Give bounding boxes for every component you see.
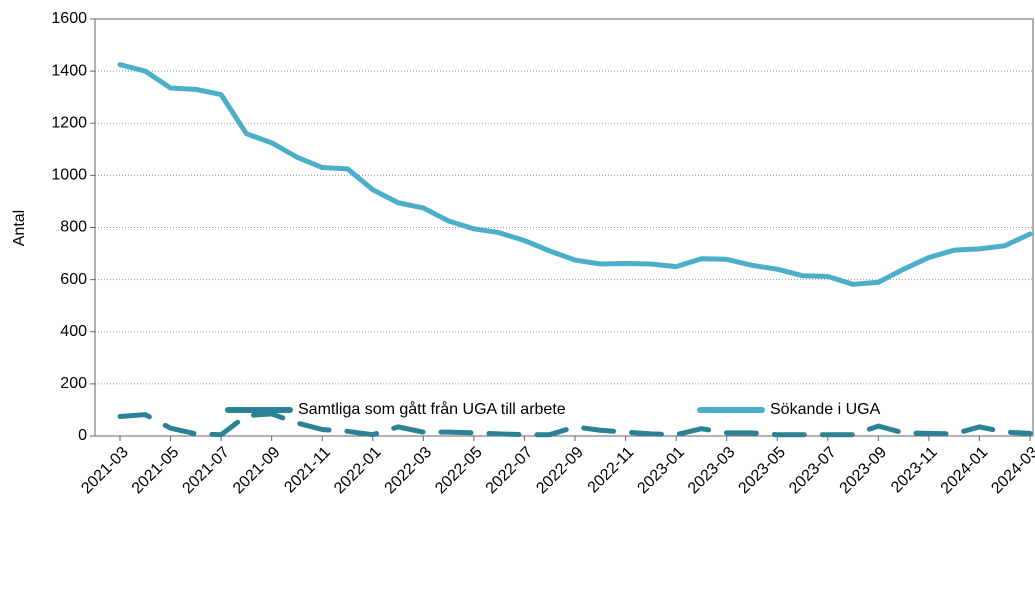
y-tick-label: 1000 xyxy=(51,167,87,184)
x-tick-label: 2022-05 xyxy=(432,444,486,498)
data-line xyxy=(117,62,1033,287)
data-line xyxy=(117,411,1033,438)
x-tick-label: 2023-07 xyxy=(786,444,840,498)
y-tick-label: 1400 xyxy=(51,62,87,79)
y-tick-label: 1200 xyxy=(51,114,87,131)
y-tick-label: 800 xyxy=(60,219,87,236)
y-tick-label: 600 xyxy=(60,271,87,288)
x-tick-label: 2024-03 xyxy=(988,444,1035,498)
legend-label: Sökande i UGA xyxy=(770,401,881,418)
y-axis-label: Antal xyxy=(11,210,28,246)
legend-label: Samtliga som gått från UGA till arbete xyxy=(298,400,566,418)
x-tick-label: 2021-03 xyxy=(78,444,132,498)
x-tick-label: 2021-05 xyxy=(129,444,183,498)
y-tick-label: 200 xyxy=(60,375,87,392)
y-tick-label: 1600 xyxy=(51,10,87,27)
x-tick-label: 2023-09 xyxy=(837,444,891,498)
x-tick-label: 2021-11 xyxy=(281,444,334,497)
x-tick-label: 2024-01 xyxy=(938,444,992,498)
x-tick-label: 2023-11 xyxy=(888,444,941,497)
x-tick-label: 2022-01 xyxy=(331,444,385,498)
x-tick-label: 2021-09 xyxy=(230,444,284,498)
x-tick-label: 2022-11 xyxy=(585,444,638,497)
x-tick-label: 2022-09 xyxy=(533,444,587,498)
x-tick-label: 2023-05 xyxy=(735,444,789,498)
y-tick-label: 0 xyxy=(78,427,87,444)
x-tick-label: 2023-01 xyxy=(634,444,688,498)
x-tick-label: 2021-07 xyxy=(179,444,233,498)
plot-frame xyxy=(94,18,1034,437)
x-tick-label: 2022-07 xyxy=(483,444,537,498)
x-tick-label: 2023-03 xyxy=(685,444,739,498)
x-tick-label: 2022-03 xyxy=(382,444,436,498)
y-tick-label: 400 xyxy=(60,323,87,340)
